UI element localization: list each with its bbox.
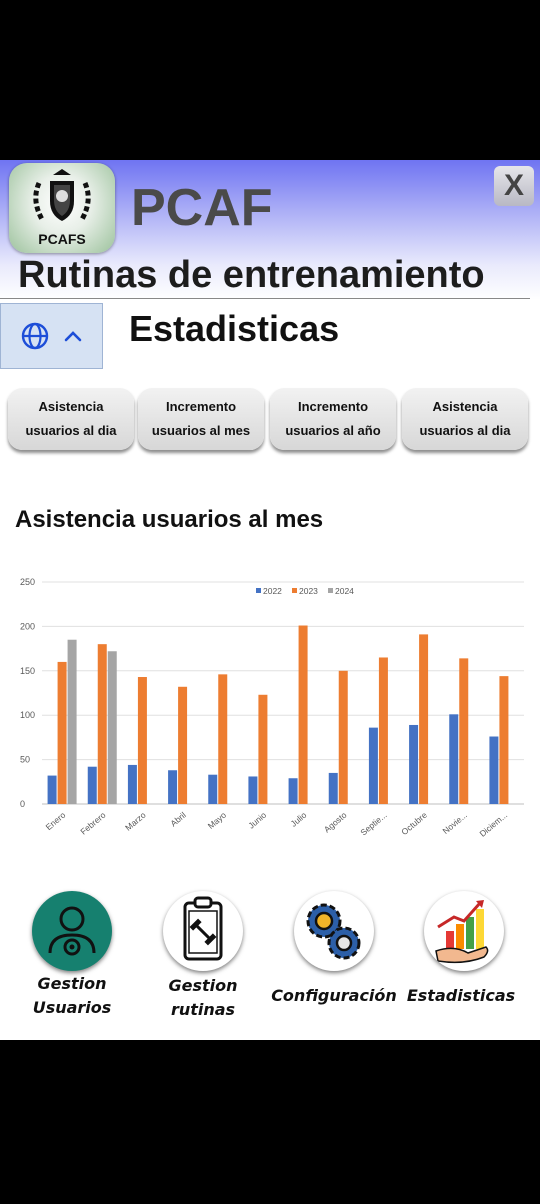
legend-swatch — [328, 588, 333, 593]
bar — [47, 775, 57, 804]
logo-text: PCAFS — [38, 231, 86, 247]
bar — [449, 714, 459, 804]
tab-incremento-mes[interactable]: Incremento usuarios al mes — [138, 388, 264, 450]
chart-growth-icon — [424, 891, 504, 971]
bar — [378, 657, 388, 804]
legend-swatch — [292, 588, 297, 593]
bar — [338, 670, 348, 804]
y-tick-label: 100 — [20, 710, 35, 720]
bar — [67, 639, 77, 804]
y-tick-label: 0 — [20, 799, 25, 809]
tab-asistencia-dia-2[interactable]: Asistencia usuarios al dia — [402, 388, 528, 450]
nav-label-line1: Gestion — [168, 976, 238, 995]
legend-label: 2024 — [335, 586, 354, 596]
bar — [419, 634, 429, 804]
bar — [298, 625, 308, 804]
tab-label-line2: usuarios al dia — [25, 423, 117, 438]
y-tick-label: 50 — [20, 755, 30, 765]
chevron-up-icon — [64, 331, 81, 342]
tab-label-line1: Asistencia — [432, 399, 498, 414]
nav-label-line2: Usuarios — [32, 998, 112, 1017]
bar — [168, 770, 178, 804]
section-title: Estadisticas — [129, 308, 340, 349]
x-tick-label: Marzo — [123, 810, 148, 833]
title-divider — [0, 298, 530, 299]
gears-icon — [294, 891, 374, 971]
tab-asistencia-dia[interactable]: Asistencia usuarios al dia — [8, 388, 134, 450]
nav-gestion-usuarios[interactable]: Gestion Usuarios — [2, 888, 142, 1038]
nav-estadisticas[interactable]: Estadisticas — [391, 888, 531, 1038]
nav-gestion-rutinas[interactable]: Gestion rutinas — [133, 888, 273, 1038]
tab-label-line2: usuarios al mes — [151, 423, 251, 438]
app-screen: PCAFS PCAF X Rutinas de entrenamiento Es… — [0, 160, 540, 1040]
x-tick-label: Septie... — [358, 810, 388, 838]
x-tick-label: Abril — [168, 810, 188, 829]
nav-label-line2: rutinas — [170, 1000, 236, 1019]
y-tick-label: 250 — [20, 577, 35, 587]
nav-label-estadisticas: Estadisticas — [406, 986, 516, 1005]
x-tick-label: Mayo — [206, 810, 229, 831]
bar — [107, 651, 117, 804]
clipboard-dumbbell-icon — [163, 891, 243, 971]
app-title: Rutinas de entrenamiento — [18, 254, 485, 296]
nav-label-gestion-rutinas: Gestion rutinas — [133, 974, 273, 1022]
x-tick-label: Junio — [246, 810, 268, 831]
close-button[interactable]: X — [494, 166, 534, 206]
x-tick-label: Novie... — [441, 810, 470, 836]
bar-chart: 0 50 100 150 200 250 2022 2023 2024 Enero Febrero M… — [20, 577, 524, 839]
legend-label: 2022 — [263, 586, 282, 596]
tab-label-line2: usuarios al dia — [419, 423, 511, 438]
x-tick-label: Agosto — [322, 810, 349, 835]
x-tick-label: Febrero — [78, 810, 107, 837]
y-tick-label: 150 — [20, 666, 35, 676]
nav-label-line1: Gestion — [37, 974, 107, 993]
x-tick-label: Julio — [289, 810, 309, 829]
globe-icon — [21, 322, 48, 350]
bottom-navigation: Gestion Usuarios Gestion rutinas — [0, 888, 540, 1038]
y-tick-label: 200 — [20, 621, 35, 631]
tab-incremento-ano[interactable]: Incremento usuarios al año — [270, 388, 396, 450]
x-tick-label: Octubre — [399, 810, 429, 837]
tab-label-line1: Incremento — [165, 399, 237, 414]
bar — [288, 778, 298, 804]
bar — [328, 772, 338, 804]
bar — [208, 774, 218, 804]
bar — [499, 676, 509, 804]
bar — [409, 724, 419, 804]
bar — [178, 686, 188, 804]
bar — [489, 736, 499, 804]
bar — [57, 661, 67, 804]
brand-name: PCAF — [131, 179, 273, 237]
stats-tabs: Asistencia usuarios al dia Incremento usua… — [0, 388, 540, 450]
bar — [459, 658, 469, 804]
x-tick-label: Diciem... — [477, 810, 509, 839]
user-gear-icon — [32, 891, 112, 971]
bar — [97, 644, 107, 804]
chart-title: Asistencia usuarios al mes — [15, 506, 324, 533]
legend-swatch — [256, 588, 261, 593]
bar — [368, 727, 378, 804]
bar — [258, 694, 268, 804]
tab-label-line1: Incremento — [297, 399, 369, 414]
tab-label-line2: usuarios al año — [285, 423, 381, 438]
nav-configuracion[interactable]: Configuración — [256, 888, 397, 1038]
bar — [248, 776, 258, 804]
nav-label-gestion-usuarios: Gestion Usuarios — [2, 972, 142, 1020]
laurel-shield-icon — [33, 169, 91, 223]
tab-label-line1: Asistencia — [38, 399, 104, 414]
bar — [137, 677, 147, 804]
legend-label: 2023 — [299, 586, 318, 596]
bar — [127, 764, 137, 804]
nav-label-configuracion: Configuración — [271, 986, 397, 1005]
bar — [218, 674, 228, 804]
logo: PCAFS — [9, 163, 115, 253]
bar — [87, 766, 97, 804]
x-tick-label: Enero — [44, 810, 68, 832]
language-selector[interactable] — [0, 303, 103, 369]
